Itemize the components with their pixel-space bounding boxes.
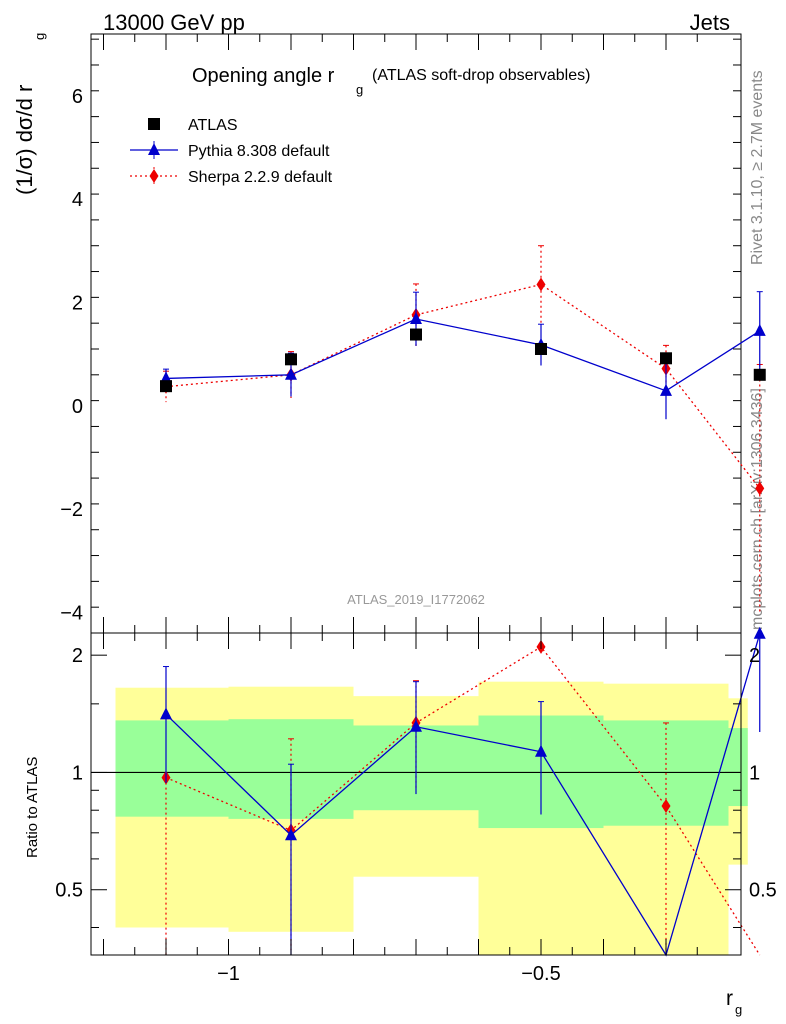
atlas-point bbox=[160, 380, 172, 393]
side-label-top-wrap: Rivet 3.1.10, ≥ 2.7M events bbox=[749, 70, 766, 265]
xlabel-main: r bbox=[726, 987, 733, 1010]
ratio-ytick-label-right: 0.5 bbox=[749, 880, 777, 902]
ratio-point bbox=[160, 707, 172, 720]
legend-label: Sherpa 2.2.9 default bbox=[188, 169, 333, 186]
atlas-point bbox=[285, 353, 297, 366]
upper-ylabel-subscript: g bbox=[32, 33, 47, 40]
ratio-point bbox=[753, 626, 766, 639]
lower-ylabel-wrap: Ratio to ATLAS bbox=[24, 757, 41, 858]
upper-ylabel: (1/σ) dσ/d r bbox=[12, 85, 37, 195]
ratio-point bbox=[285, 828, 297, 841]
upper-point bbox=[753, 323, 766, 336]
upper-ytick-label: −4 bbox=[60, 602, 83, 624]
legend-marker bbox=[148, 118, 160, 130]
upper-point bbox=[285, 367, 297, 380]
atlas-point bbox=[410, 328, 422, 341]
ratio-series-line bbox=[165, 633, 761, 957]
upper-panel: −4 −2 0 2 4 6 bbox=[60, 33, 766, 634]
chart-title-rest: (ATLAS soft-drop observables) bbox=[372, 67, 590, 84]
upper-series-line bbox=[165, 318, 761, 392]
upper-point bbox=[410, 312, 422, 325]
side-label-bottom-wrap: mcplots.cern.ch [arXiv:1306.3436] bbox=[749, 388, 766, 630]
lower-ylabel: Ratio to ATLAS bbox=[24, 757, 41, 858]
ratio-band-inner bbox=[115, 720, 229, 817]
upper-ylabel-sub-wrap: g bbox=[32, 33, 47, 40]
ratio-band-inner bbox=[728, 728, 748, 807]
header-left: 13000 GeV pp bbox=[103, 10, 245, 35]
legend: ATLAS Pythia 8.308 default Sherpa 2.2.9 de… bbox=[130, 117, 333, 186]
upper-ytick-label: 0 bbox=[72, 396, 83, 418]
legend-marker bbox=[148, 143, 160, 155]
ratio-panel: 0.5 0.5 1 1 2 2 −1 −0.5 bbox=[55, 626, 777, 985]
upper-ytick-label: 2 bbox=[72, 293, 83, 315]
upper-ylabel-main: (1/σ) dσ/d r bbox=[12, 85, 37, 195]
ratio-ytick-label-left: 1 bbox=[72, 762, 83, 784]
atlas-point bbox=[535, 342, 547, 355]
ratio-ytick-label-right: 2 bbox=[749, 645, 760, 667]
ratio-ytick-label-left: 2 bbox=[72, 645, 83, 667]
watermark: ATLAS_2019_I1772062 bbox=[347, 592, 485, 607]
legend-label: Pythia 8.308 default bbox=[188, 143, 330, 160]
legend-marker bbox=[149, 169, 159, 183]
upper-point bbox=[660, 383, 672, 396]
ratio-point bbox=[661, 799, 671, 814]
upper-ytick-label: 6 bbox=[72, 86, 83, 108]
header-right: Jets bbox=[690, 10, 730, 35]
ratio-xtick-label: −0.5 bbox=[521, 963, 560, 985]
chart-title: Opening angle r bbox=[192, 65, 335, 87]
side-label-bottom: mcplots.cern.ch [arXiv:1306.3436] bbox=[749, 388, 766, 630]
upper-point bbox=[536, 277, 546, 292]
upper-ytick-label: 4 bbox=[72, 189, 83, 211]
upper-series-line bbox=[165, 283, 761, 489]
side-label-top: Rivet 3.1.10, ≥ 2.7M events bbox=[749, 70, 766, 265]
ratio-ytick-label-left: 0.5 bbox=[55, 880, 83, 902]
legend-label: ATLAS bbox=[188, 117, 238, 134]
ratio-xtick-label: −1 bbox=[217, 963, 240, 985]
ratio-ytick-label-right: 1 bbox=[749, 762, 760, 784]
atlas-point bbox=[660, 352, 672, 365]
atlas-point bbox=[753, 368, 766, 381]
xlabel-subscript: g bbox=[735, 1002, 742, 1017]
upper-ytick-label: −2 bbox=[60, 499, 83, 521]
ratio-point bbox=[535, 744, 547, 757]
upper-point bbox=[755, 481, 765, 496]
chart-title-subscript: g bbox=[356, 82, 363, 97]
ratio-point bbox=[410, 719, 422, 732]
